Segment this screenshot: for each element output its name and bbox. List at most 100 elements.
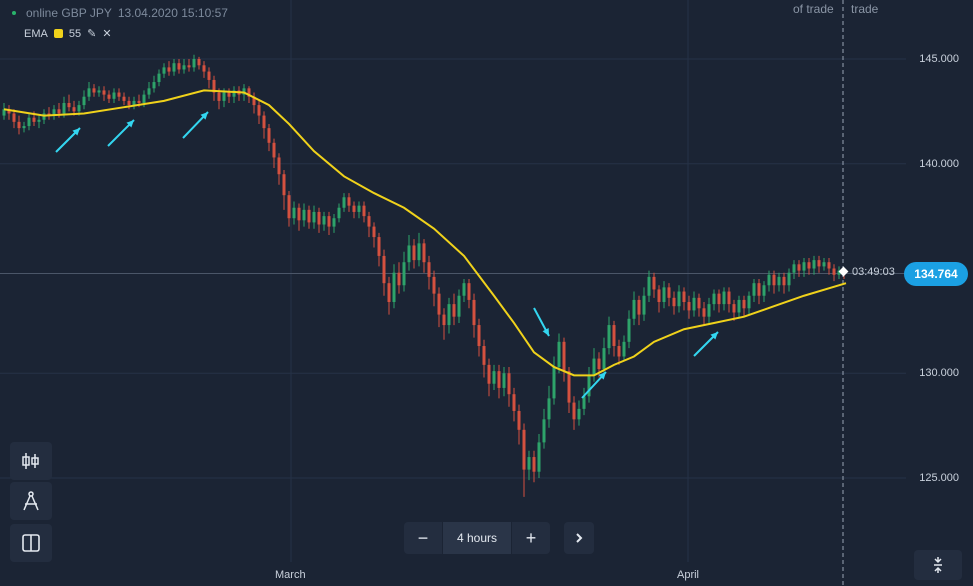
- close-icon[interactable]: ✕: [102, 28, 112, 40]
- collapse-arrows-icon: [934, 557, 942, 573]
- candle-body: [117, 92, 121, 97]
- candle-body: [372, 226, 376, 238]
- online-indicator-icon: [12, 11, 16, 15]
- candle-body: [722, 291, 726, 305]
- drawing-tools-button[interactable]: [10, 482, 52, 520]
- candle-body: [512, 394, 516, 411]
- candle-body: [212, 79, 216, 93]
- candle-body: [187, 65, 191, 68]
- candle-body: [662, 287, 666, 303]
- candle-body: [522, 429, 526, 470]
- trade-label-left: of trade: [793, 2, 834, 16]
- asset-name: online GBP JPY: [26, 6, 112, 20]
- candle-body: [717, 293, 721, 305]
- timeframe-label[interactable]: 4 hours: [442, 522, 512, 554]
- candle-body: [567, 371, 571, 403]
- x-tick-label: April: [677, 569, 700, 581]
- candle-body: [822, 262, 826, 267]
- candle-body: [82, 96, 86, 106]
- candle-body: [562, 341, 566, 372]
- edit-pencil-icon[interactable]: ✎: [87, 28, 97, 40]
- candle-body: [102, 90, 106, 95]
- candle-body: [757, 283, 761, 296]
- candle-body: [762, 285, 766, 296]
- candle-body: [587, 375, 591, 397]
- candle-body: [32, 117, 36, 122]
- candle-body: [532, 457, 536, 472]
- layout-button[interactable]: [10, 524, 52, 562]
- scroll-right-button[interactable]: [564, 522, 594, 554]
- candle-body: [232, 90, 236, 97]
- candle-body: [452, 304, 456, 317]
- candle-body: [407, 245, 411, 263]
- candle-body: [697, 297, 701, 309]
- annotation-arrow-head: [126, 120, 134, 128]
- candle-body: [507, 373, 511, 395]
- candle-body: [797, 264, 801, 271]
- candle-body: [307, 209, 311, 223]
- candle-body: [432, 276, 436, 294]
- candle-body: [702, 308, 706, 317]
- candle-body: [57, 109, 61, 114]
- chart-header: online GBP JPY 13.04.2020 15:10:57: [12, 6, 228, 20]
- candle-body: [2, 109, 6, 116]
- candle-body: [137, 100, 141, 103]
- candle-body: [592, 358, 596, 376]
- candle-body: [422, 243, 426, 263]
- candle-body: [357, 205, 361, 212]
- candle-body: [557, 341, 561, 367]
- candle-body: [547, 398, 551, 420]
- candle-body: [342, 197, 346, 208]
- candle-body: [692, 297, 696, 311]
- candle-body: [67, 102, 71, 108]
- candle-body: [807, 262, 811, 269]
- candle-body: [752, 283, 756, 296]
- collapse-button[interactable]: [914, 550, 962, 580]
- chart-datetime: 13.04.2020 15:10:57: [117, 6, 228, 20]
- candle-body: [472, 299, 476, 326]
- y-tick-label: 145.000: [919, 53, 959, 65]
- candle-body: [477, 325, 481, 347]
- candle-body: [202, 65, 206, 72]
- candle-body: [367, 216, 371, 227]
- candle-body: [542, 419, 546, 443]
- candle-body: [597, 358, 601, 370]
- chart-type-button[interactable]: [10, 442, 52, 480]
- timeframe-increase-button[interactable]: +: [525, 527, 537, 548]
- current-price-badge: 134.764: [904, 262, 968, 286]
- candle-body: [747, 295, 751, 309]
- candle-body: [672, 297, 676, 307]
- candle-body: [682, 291, 686, 303]
- candle-body: [767, 274, 771, 286]
- candle-body: [612, 325, 616, 347]
- indicator-legend: EMA 55 ✎ ✕: [24, 27, 112, 41]
- candle-body: [652, 276, 656, 290]
- candle-body: [737, 299, 741, 313]
- candle-body: [97, 90, 101, 93]
- candle-body: [777, 276, 781, 286]
- candle-body: [127, 100, 131, 106]
- candle-body: [437, 293, 441, 315]
- candle-body: [337, 207, 341, 219]
- candle-body: [272, 142, 276, 158]
- trade-label-right: trade: [851, 2, 879, 16]
- candle-body: [332, 218, 336, 227]
- candle-body: [197, 59, 201, 66]
- candle-body: [782, 276, 786, 286]
- candle-body: [42, 113, 46, 120]
- candle-body: [252, 96, 256, 106]
- candle-body: [632, 299, 636, 319]
- candle-body: [457, 295, 461, 317]
- candle-body: [572, 402, 576, 420]
- candle-body: [537, 442, 541, 472]
- candle-body: [27, 117, 31, 127]
- candle-body: [7, 109, 11, 114]
- candle-body: [52, 109, 56, 116]
- candle-body: [417, 243, 421, 261]
- candle-body: [382, 255, 386, 284]
- timeframe-decrease-button[interactable]: −: [417, 527, 429, 548]
- candle-body: [492, 371, 496, 384]
- candle-body: [122, 96, 126, 101]
- candle-body: [132, 100, 136, 106]
